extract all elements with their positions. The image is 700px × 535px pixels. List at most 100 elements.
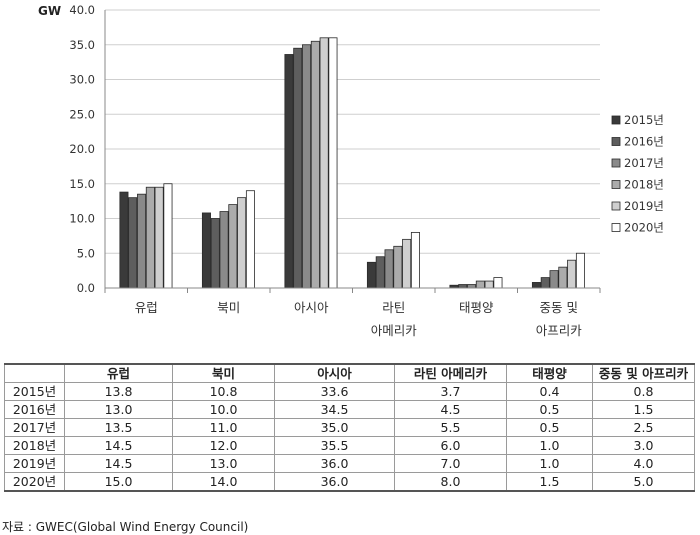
bar [302,44,312,289]
bar [210,218,220,289]
table-cell: 14.0 [172,472,275,492]
bar [328,37,338,289]
table-corner [4,363,65,383]
table-cell: 0.5 [506,418,593,437]
bar [154,186,164,289]
bar [137,193,147,289]
y-tick-labels: 0.0 5.0 10.0 15.0 20.0 25.0 30.0 35.0 40.0 GW [38,3,95,295]
category-label: 아메리카 [371,323,418,338]
bar [319,37,329,289]
bar [163,183,173,289]
table-row: 2020년 15.0 14.0 36.0 8.0 1.5 5.0 [4,472,695,492]
bar [567,259,577,289]
legend-swatch [611,137,621,146]
y-tick-label: 30.0 [69,73,95,87]
table-cell: 14.5 [64,454,173,473]
row-header: 2019년 [4,454,65,473]
bar [201,212,211,289]
table-cell: 0.5 [506,400,593,419]
table-header-row: 유럽 북미 아시아 라틴 아메리카 태평양 중동 및 아프리카 [4,363,695,383]
category-label: 아시아 [294,300,329,315]
y-axis-unit: GW [38,4,61,18]
bar [549,270,559,289]
y-tick-label: 35.0 [69,38,95,52]
bar [458,284,468,289]
column-header: 태평양 [506,363,593,383]
category-label: 태평양 [459,300,494,315]
table-body: 2015년 13.8 10.8 33.6 3.7 0.4 0.8 2016년 13.0 10.0 3… [4,382,695,492]
bar [145,186,155,289]
table-cell: 4.0 [592,454,695,473]
category-label: 유럽 [135,300,158,315]
table-row: 2019년 14.5 13.0 36.0 7.0 1.0 4.0 [4,454,695,473]
table-cell: 3.0 [592,436,695,455]
bar [558,266,568,289]
row-header: 2018년 [4,436,65,455]
table-cell: 13.0 [172,454,275,473]
table-cell: 5.0 [592,472,695,492]
table-cell: 35.5 [274,436,395,455]
legend-label: 2020년 [624,221,664,235]
legend-swatch [611,223,621,232]
bar [237,197,247,289]
bar [228,204,238,289]
table-cell: 7.0 [394,454,507,473]
bar [384,249,394,289]
bar [128,197,138,289]
table-cell: 13.5 [64,418,173,437]
bar [366,261,376,289]
bar [575,252,585,289]
bar [540,277,550,289]
table-cell: 10.8 [172,382,275,401]
table-cell: 8.0 [394,472,507,492]
bar [402,238,412,289]
table-cell: 13.0 [64,400,173,419]
legend-swatch [611,201,621,211]
column-header: 라틴 아메리카 [394,363,507,383]
row-header: 2015년 [4,382,65,401]
table-row: 2016년 13.0 10.0 34.5 4.5 0.5 1.5 [4,400,695,419]
legend-label: 2015년 [624,113,664,127]
table-cell: 5.5 [394,418,507,437]
bar [375,256,385,289]
table-cell: 35.0 [274,418,395,437]
bar [493,277,503,289]
bar [284,54,294,289]
table-row: 2018년 14.5 12.0 35.5 6.0 1.0 3.0 [4,436,695,455]
y-tick-label: 20.0 [69,142,95,156]
table-cell: 1.5 [592,400,695,419]
table-cell: 11.0 [172,418,275,437]
bar [475,280,485,289]
table-cell: 36.0 [274,472,395,492]
table-row: 2015년 13.8 10.8 33.6 3.7 0.4 0.8 [4,382,695,401]
table-cell: 4.5 [394,400,507,419]
legend-label: 2019년 [624,199,664,213]
table-cell: 10.0 [172,400,275,419]
column-header: 중동 및 아프리카 [592,363,695,383]
legend-swatch [611,115,621,125]
bar [310,40,320,289]
table-cell: 0.4 [506,382,593,401]
legend: 2015년 2016년 2017년 2018년 2019년 2020년 [611,113,664,235]
bar [119,191,129,289]
row-header: 2020년 [4,472,65,492]
category-label: 아프리카 [536,323,583,338]
legend-label: 2017년 [624,156,664,170]
category-label: 라틴 [382,300,405,315]
axes [104,10,601,293]
column-header: 유럽 [64,363,173,383]
table-cell: 13.8 [64,382,173,401]
table-cell: 33.6 [274,382,395,401]
row-header: 2017년 [4,418,65,437]
column-header: 아시아 [274,363,395,383]
table-cell: 14.5 [64,436,173,455]
table-cell: 0.8 [592,382,695,401]
bar-chart: 0.0 5.0 10.0 15.0 20.0 25.0 30.0 35.0 40.0 GW 유럽 북… [38,3,664,338]
y-tick-label: 40.0 [69,3,95,17]
y-tick-label: 10.0 [69,212,95,226]
table-row: 2017년 13.5 11.0 35.0 5.5 0.5 2.5 [4,418,695,437]
bar [484,280,494,289]
table-cell: 1.0 [506,454,593,473]
bar [293,47,303,289]
